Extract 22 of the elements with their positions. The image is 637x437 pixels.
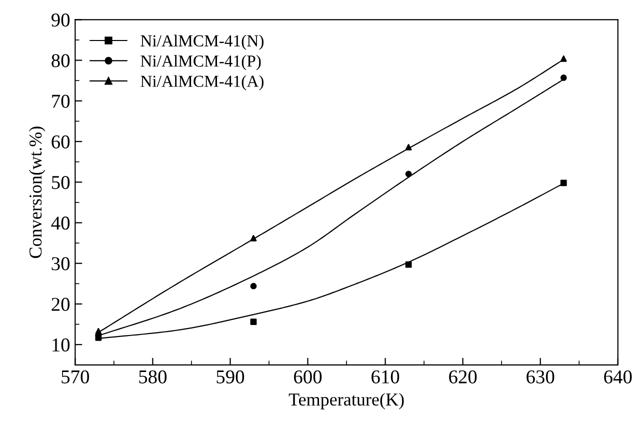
x-tick-label: 610: [372, 370, 400, 384]
y-tick-label: 10: [52, 338, 70, 352]
legend-label: Ni/AlMCM-41(A): [140, 75, 264, 90]
y-tick-label: 70: [52, 94, 70, 108]
y-tick-label: 20: [52, 298, 70, 311]
y-tick-label: 60: [52, 135, 70, 148]
y-tick-label: 90: [51, 13, 70, 27]
y-tick-label: 80: [52, 54, 70, 68]
legend-label: Ni/AlMCM-41(P): [140, 54, 261, 70]
x-tick-label: 630: [526, 370, 554, 384]
y-tick-label: 40: [51, 216, 70, 230]
y-tick-label: 50: [52, 176, 70, 190]
y-axis-title: Conversion(wt.%): [28, 126, 46, 258]
x-tick-label: 580: [139, 370, 167, 384]
x-tick-label: 570: [62, 370, 90, 384]
x-tick-label: 620: [449, 370, 477, 384]
x-tick-label: 600: [294, 370, 322, 384]
x-tick-label: 590: [216, 370, 244, 384]
x-axis-title: Temperature(K): [288, 392, 404, 410]
y-tick-label: 30: [52, 257, 70, 270]
x-tick-label: 640: [604, 370, 632, 384]
legend-label: Ni/AlMCM-41(N): [140, 34, 264, 50]
